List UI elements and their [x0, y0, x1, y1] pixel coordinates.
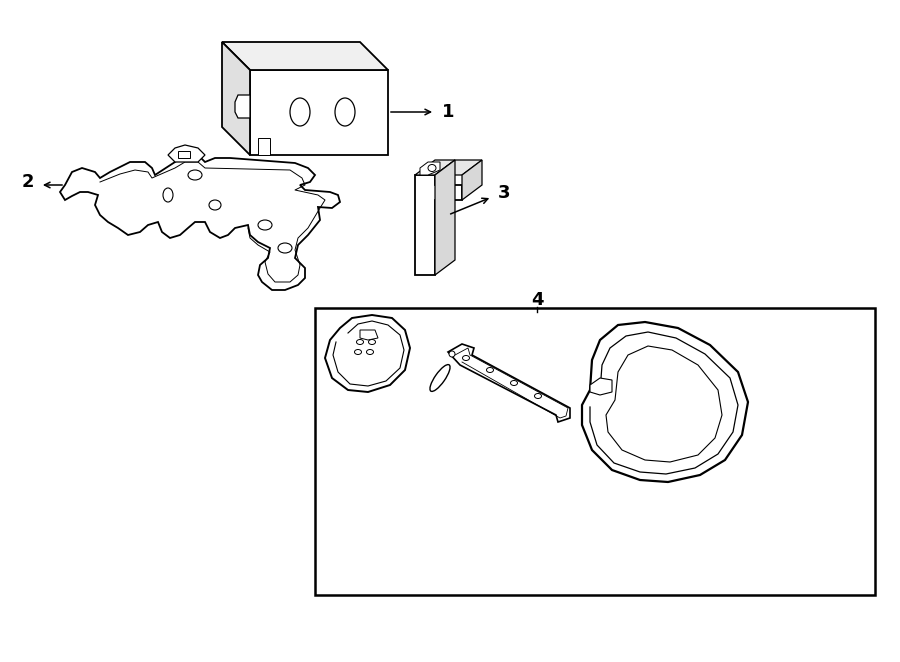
Polygon shape: [420, 162, 440, 175]
Ellipse shape: [335, 98, 355, 126]
Ellipse shape: [487, 367, 493, 373]
Ellipse shape: [428, 164, 436, 171]
Text: 1: 1: [442, 103, 454, 121]
Polygon shape: [222, 42, 250, 155]
Ellipse shape: [258, 220, 272, 230]
Ellipse shape: [209, 200, 221, 210]
Polygon shape: [435, 160, 482, 175]
Polygon shape: [60, 155, 340, 290]
Polygon shape: [360, 330, 378, 340]
Polygon shape: [606, 346, 722, 462]
Polygon shape: [590, 378, 612, 395]
Ellipse shape: [290, 98, 310, 126]
Ellipse shape: [449, 351, 455, 357]
Ellipse shape: [463, 355, 470, 361]
Polygon shape: [235, 95, 250, 118]
Polygon shape: [325, 315, 410, 392]
Ellipse shape: [278, 243, 292, 253]
Ellipse shape: [163, 188, 173, 202]
Polygon shape: [462, 160, 482, 200]
Polygon shape: [415, 160, 455, 175]
Ellipse shape: [510, 381, 518, 385]
Polygon shape: [222, 42, 388, 70]
Polygon shape: [435, 160, 455, 275]
Polygon shape: [582, 322, 748, 482]
Polygon shape: [448, 344, 570, 422]
Ellipse shape: [188, 170, 202, 180]
Polygon shape: [178, 151, 190, 158]
Ellipse shape: [535, 393, 542, 399]
Polygon shape: [168, 145, 205, 162]
Polygon shape: [250, 70, 388, 155]
Ellipse shape: [366, 350, 373, 354]
Text: 4: 4: [531, 291, 544, 309]
Text: 3: 3: [498, 184, 510, 202]
Ellipse shape: [355, 350, 362, 354]
Ellipse shape: [368, 340, 375, 344]
Polygon shape: [415, 175, 462, 275]
Polygon shape: [258, 138, 270, 155]
Ellipse shape: [430, 365, 450, 391]
Bar: [315, 308, 875, 595]
Ellipse shape: [356, 340, 364, 344]
Text: 2: 2: [22, 173, 34, 191]
